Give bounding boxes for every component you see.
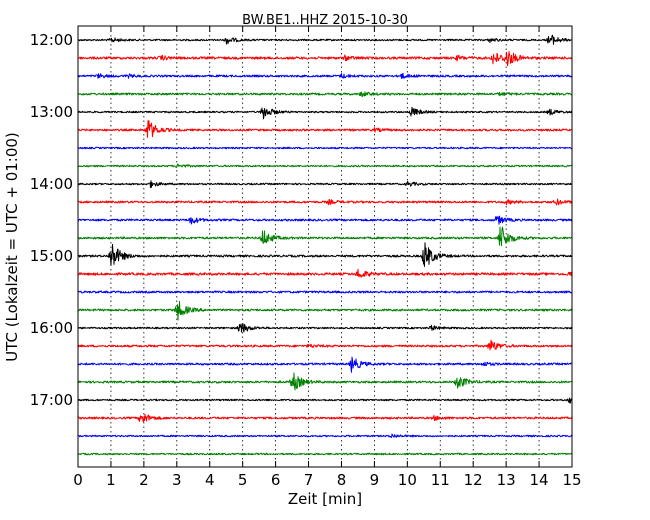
y-tick-label: 14:00 bbox=[30, 175, 73, 193]
x-tick-label: 0 bbox=[73, 471, 83, 489]
trace-red-21 bbox=[77, 413, 573, 423]
x-tick-label: 10 bbox=[398, 471, 417, 489]
x-tick-label: 3 bbox=[172, 471, 182, 489]
trace-green-23 bbox=[77, 452, 573, 456]
x-tick-label: 8 bbox=[337, 471, 347, 489]
trace-green-7 bbox=[77, 163, 573, 169]
trace-red-17 bbox=[77, 339, 573, 351]
trace-green-19 bbox=[77, 372, 573, 391]
trace-black-16 bbox=[77, 323, 573, 333]
trace-blue-2 bbox=[77, 72, 573, 79]
trace-red-9 bbox=[77, 198, 573, 206]
x-tick-label: 5 bbox=[238, 471, 248, 489]
trace-red-1 bbox=[77, 51, 573, 67]
trace-blue-14 bbox=[77, 290, 573, 294]
x-tick-label: 7 bbox=[304, 471, 314, 489]
traces bbox=[77, 34, 573, 456]
x-tick-label: 4 bbox=[205, 471, 215, 489]
x-tick-label: 6 bbox=[271, 471, 281, 489]
x-tick-label: 2 bbox=[139, 471, 149, 489]
trace-black-20 bbox=[77, 397, 573, 404]
trace-black-4 bbox=[77, 106, 573, 120]
x-tick-label: 1 bbox=[106, 471, 116, 489]
trace-black-12 bbox=[77, 242, 573, 267]
plot-frame bbox=[77, 25, 573, 468]
y-axis-label: UTC (Lokalzeit = UTC + 01:00) bbox=[3, 132, 21, 362]
chart-title: BW.BE1..HHZ 2015-10-30 bbox=[242, 13, 408, 28]
trace-blue-22 bbox=[77, 433, 573, 438]
y-tick-label: 15:00 bbox=[30, 247, 73, 265]
trace-blue-10 bbox=[77, 215, 573, 225]
x-tick-label: 9 bbox=[370, 471, 380, 489]
trace-red-13 bbox=[77, 268, 573, 278]
x-tick-label: 12 bbox=[464, 471, 483, 489]
trace-black-8 bbox=[77, 180, 573, 189]
x-tick-label: 14 bbox=[530, 471, 549, 489]
trace-blue-6 bbox=[77, 146, 573, 150]
trace-green-11 bbox=[77, 226, 573, 247]
x-tick-label: 11 bbox=[431, 471, 450, 489]
x-tick-label: 13 bbox=[497, 471, 516, 489]
x-tick-label: 15 bbox=[562, 471, 581, 489]
trace-red-5 bbox=[77, 120, 573, 138]
grid bbox=[110, 26, 540, 467]
trace-green-15 bbox=[77, 301, 573, 321]
y-tick-label: 13:00 bbox=[30, 103, 73, 121]
y-tick-label: 17:00 bbox=[30, 391, 73, 409]
trace-blue-18 bbox=[77, 356, 573, 373]
trace-green-3 bbox=[77, 91, 573, 98]
y-axis-ticks: 12:00 13:00 14:00 15:00 16:00 17:00 bbox=[30, 31, 572, 409]
x-axis-ticks: 0 1 2 3 4 5 6 7 8 9 10 11 12 13 14 15 bbox=[73, 26, 582, 489]
y-tick-label: 16:00 bbox=[30, 319, 73, 337]
trace-black-0 bbox=[77, 34, 573, 45]
x-axis-label: Zeit [min] bbox=[288, 490, 362, 508]
y-tick-label: 12:00 bbox=[30, 31, 73, 49]
